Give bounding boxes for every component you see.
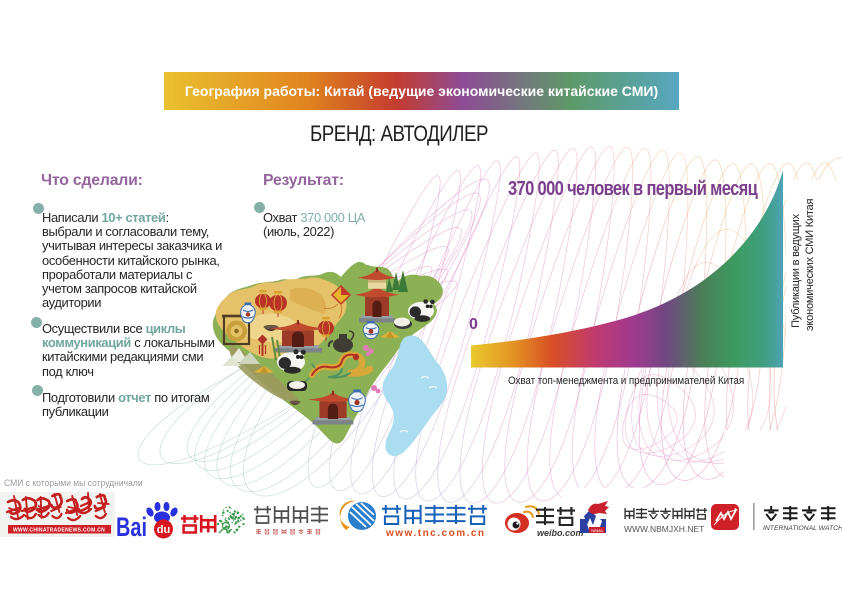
svg-text:NBMA: NBMA: [591, 528, 603, 533]
svg-text:INTERNATIONAL WATCH: INTERNATIONAL WATCH: [763, 525, 842, 532]
svg-text:Bai: Bai: [116, 512, 147, 542]
svg-text:www.tnc.com.cn: www.tnc.com.cn: [385, 528, 486, 539]
svg-text:WWW.NBMJXH.NET: WWW.NBMJXH.NET: [624, 524, 704, 534]
svg-text:du: du: [157, 524, 170, 536]
svg-text:weibo.com: weibo.com: [537, 528, 584, 538]
svg-text:WWW.CHINATRADENEWS.COM.CN: WWW.CHINATRADENEWS.COM.CN: [13, 528, 105, 534]
